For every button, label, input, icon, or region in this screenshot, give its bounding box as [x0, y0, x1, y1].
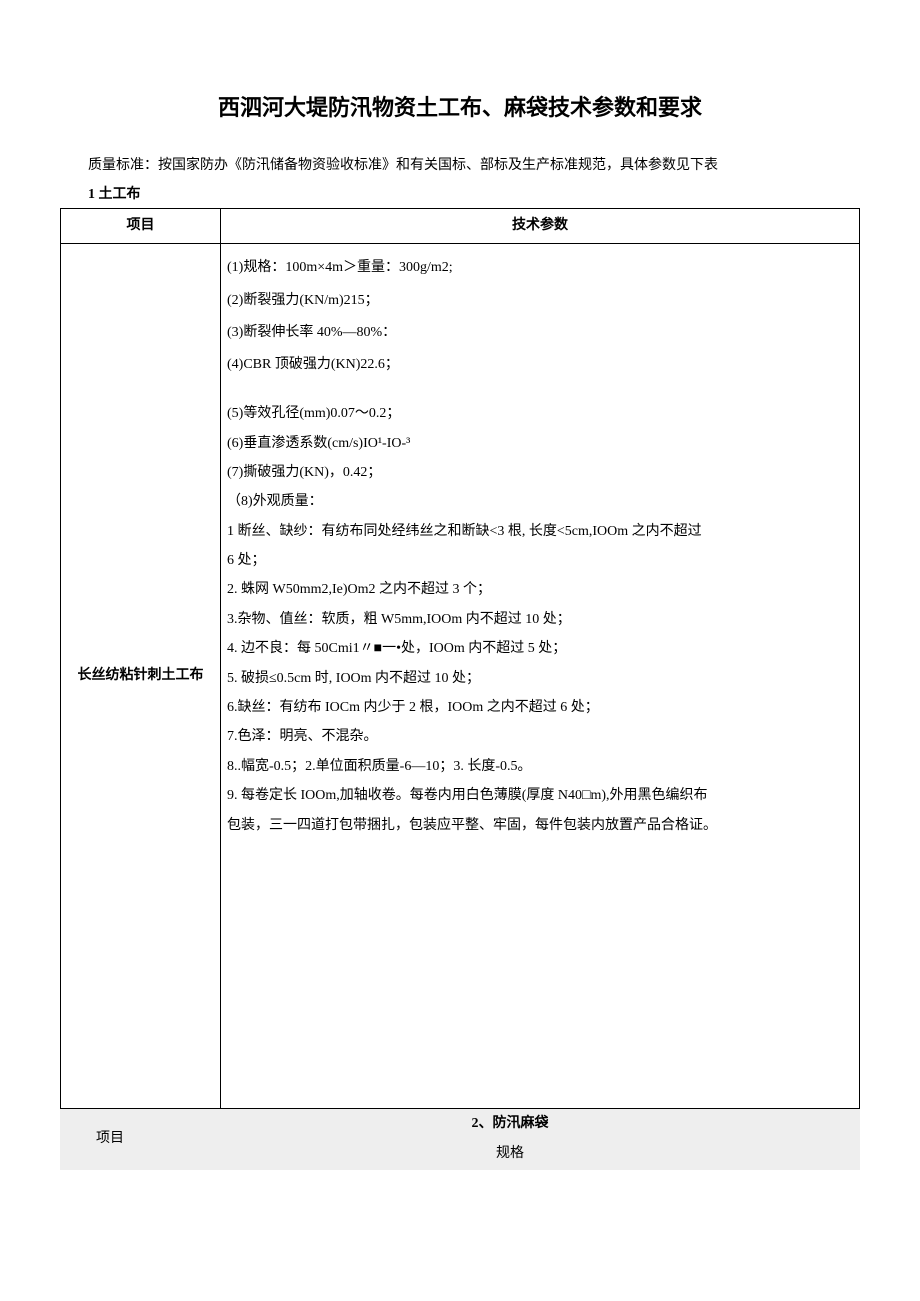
- footer-title: 2、防汛麻袋: [160, 1109, 860, 1139]
- spec-line: (3)断裂伸长率 40%—80%：: [227, 317, 853, 349]
- footer-col1: 项目: [60, 1109, 160, 1170]
- empty-space: [227, 840, 853, 1100]
- document-title: 西泗河大堤防汛物资土工布、麻袋技术参数和要求: [60, 90, 860, 125]
- detail-line: 2. 蛛网 W50mm2,Ie)Om2 之内不超过 3 个；: [227, 575, 853, 604]
- spec-line: (7)撕破强力(KN)，0.42；: [227, 458, 853, 487]
- content-cell: (1)规格：100m×4m＞重量：300g/m2; (2)断裂强力(KN/m)2…: [221, 244, 860, 1109]
- footer-table: 项目 2、防汛麻袋 规格: [60, 1109, 860, 1170]
- spec-line: (2)断裂强力(KN/m)215；: [227, 285, 853, 317]
- intro-text: 质量标准：按国家防办《防汛储备物资验收标准》和有关国标、部标及生产标准规范，具体…: [60, 155, 860, 177]
- spec-line: （8)外观质量：: [227, 487, 853, 516]
- detail-line: 4. 边不良：每 50Cmi1〃■一•处，IOOm 内不超过 5 处；: [227, 634, 853, 663]
- detail-line: 9. 每卷定长 IOOm,加轴收卷。每卷内用白色薄膜(厚度 N40□m),外用黑…: [227, 781, 853, 810]
- detail-line: 7.色泽：明亮、不混杂。: [227, 722, 853, 751]
- detail-line: 8..幅宽-0.5；2.单位面积质量-6—10；3. 长度-0.5。: [227, 752, 853, 781]
- table-data-row: 长丝纺粘针刺土工布 (1)规格：100m×4m＞重量：300g/m2; (2)断…: [61, 244, 860, 1109]
- row-name-cell: 长丝纺粘针刺土工布: [61, 244, 221, 1109]
- spec-line: (4)CBR 顶破强力(KN)22.6；: [227, 349, 853, 381]
- header-col1: 项目: [61, 208, 221, 243]
- detail-line: 1 断丝、缺纱：有纺布同处经纬丝之和断缺<3 根, 长度<5cm,IOOm 之内…: [227, 517, 853, 546]
- detail-line: 6.缺丝：有纺布 IOCm 内少于 2 根，IOOm 之内不超过 6 处；: [227, 693, 853, 722]
- table-header-row: 项目 技术参数: [61, 208, 860, 243]
- spec-line: (1)规格：100m×4m＞重量：300g/m2;: [227, 252, 853, 284]
- header-col2: 技术参数: [221, 208, 860, 243]
- detail-line: 6 处；: [227, 546, 853, 575]
- section1-label: 1 土工布: [60, 184, 860, 206]
- specs-table-1: 项目 技术参数 长丝纺粘针刺土工布 (1)规格：100m×4m＞重量：300g/…: [60, 208, 860, 1109]
- spec-line: (5)等效孔径(mm)0.07～0.2；: [227, 399, 853, 428]
- spec-line: (6)垂直渗透系数(cm/s)IO¹-IO-³: [227, 429, 853, 458]
- detail-line: 5. 破损≤0.5cm 时, IOOm 内不超过 10 处；: [227, 664, 853, 693]
- detail-line: 包装，三一四道打包带捆扎，包装应平整、牢固，每件包装内放置产品合格证。: [227, 811, 853, 840]
- detail-line: 3.杂物、值丝：软质，粗 W5mm,IOOm 内不超过 10 处；: [227, 605, 853, 634]
- footer-subtitle: 规格: [160, 1139, 860, 1169]
